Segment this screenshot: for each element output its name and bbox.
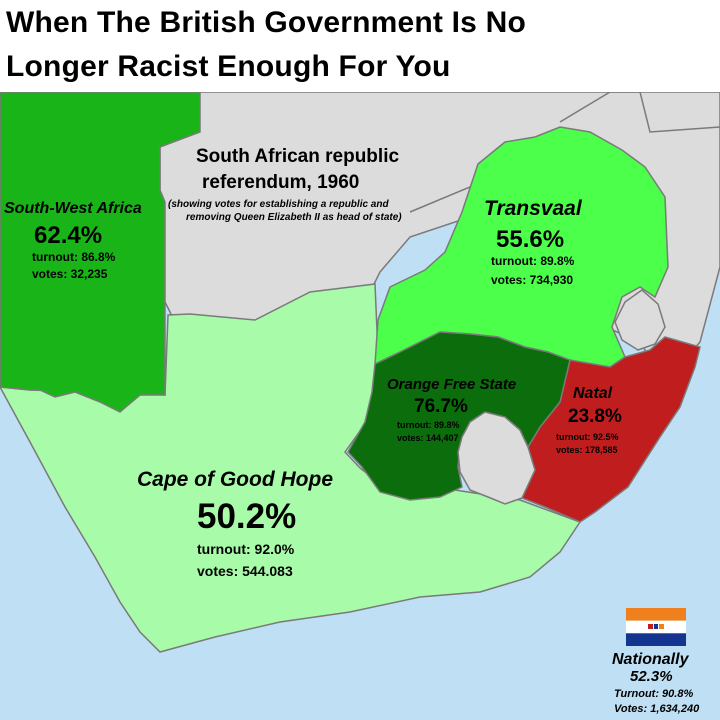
map-subtitle-line-2: removing Queen Elizabeth II as head of s…	[186, 212, 402, 223]
label-south-west-africa-turnout: turnout: 86.8%	[32, 250, 116, 264]
label-orange-free-state-votes: votes: 144,407	[397, 433, 459, 443]
map-canvas	[0, 92, 720, 720]
label-national-pct: 52.3%	[630, 668, 673, 685]
label-transvaal-votes: votes: 734,930	[491, 273, 574, 287]
region-south-west-africa	[0, 92, 201, 413]
label-south-west-africa-pct: 62.4%	[34, 222, 103, 249]
label-national-name: Nationally	[612, 651, 689, 668]
neighbor-border-1	[559, 92, 720, 133]
headline-line-2: Longer Racist Enough For You	[6, 50, 451, 83]
label-natal-turnout: turnout: 92.5%	[556, 432, 619, 442]
label-transvaal-turnout: turnout: 89.8%	[491, 254, 575, 268]
label-natal-votes: votes: 178,585	[556, 445, 618, 455]
basutoland-enclave	[457, 411, 536, 505]
label-cape-turnout: turnout: 92.0%	[197, 541, 295, 557]
label-south-west-africa-name: South-West Africa	[4, 200, 142, 217]
map-title-line-2: referendum, 1960	[202, 172, 360, 193]
headline-line-1: When The British Government Is No	[6, 6, 526, 39]
label-south-west-africa-votes: votes: 32,235	[32, 267, 108, 281]
label-transvaal-name: Transvaal	[484, 197, 582, 220]
label-cape-name: Cape of Good Hope	[137, 468, 333, 491]
label-cape-pct: 50.2%	[197, 497, 297, 536]
label-orange-free-state-pct: 76.7%	[414, 396, 468, 417]
label-transvaal-pct: 55.6%	[496, 226, 565, 253]
label-natal-pct: 23.8%	[568, 406, 622, 427]
region-cape-of-good-hope	[0, 283, 582, 653]
label-national-turnout: Turnout: 90.8%	[614, 688, 694, 700]
map-title-line-1: South African republic	[196, 146, 400, 167]
swaziland-enclave	[614, 289, 666, 351]
map-subtitle-line-1: (showing votes for establishing a republ…	[168, 199, 389, 210]
label-orange-free-state-turnout: turnout: 89.8%	[397, 420, 460, 430]
label-orange-free-state-name: Orange Free State	[387, 376, 517, 393]
label-cape-votes: votes: 544.083	[197, 563, 293, 579]
south-african-flag-icon	[626, 608, 686, 646]
label-natal-name: Natal	[573, 385, 613, 402]
label-national-votes: Votes: 1,634,240	[614, 703, 700, 715]
